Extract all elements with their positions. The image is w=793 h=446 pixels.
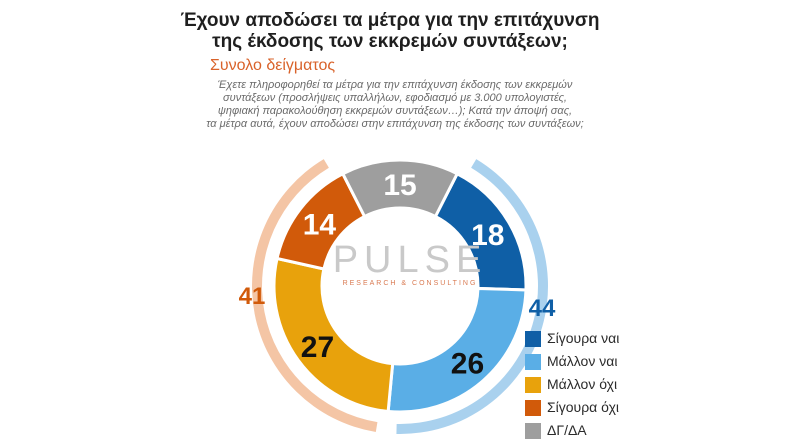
question-line-3: ψηφιακή παρακολούθηση εκκρεμών συντάξεων… [217,105,573,117]
title-line-1: Έχουν αποδώσει τα μέτρα για την επιτάχυν… [180,10,600,31]
legend-swatch [525,377,541,393]
donut-segment [386,286,528,414]
question-text: Έχετε πληροφορηθεί τα μέτρα για την επιτ… [190,79,600,131]
legend-swatch [525,423,541,439]
legend-swatch [525,331,541,347]
chart-subtitle: Συνολο δείγματος [210,57,336,74]
segment-value-label: 14 [303,208,337,241]
legend-label: ΔΓ/ΔΑ [547,422,587,438]
title-line-2: της έκδοσης των εκκρεμών συντάξεων; [212,31,568,52]
legend-label: Σίγουρα όχι [547,399,620,415]
legend-label: Μάλλον όχι [547,376,618,392]
legend-swatch [525,400,541,416]
logo-sub-text: RESEARCH & CONSULTING [342,280,478,287]
question-line-4: τα μέτρα αυτά, έχουν αποδώσει στην επιτά… [206,118,584,130]
group-value-label: 41 [239,283,266,310]
legend-swatch [525,354,541,370]
chart-title: Έχουν αποδώσει τα μέτρα για την επιτάχυν… [180,10,600,52]
legend-label: Μάλλον ναι [547,353,618,369]
donut-segment [340,158,460,219]
segment-value-label: 26 [451,348,484,381]
segment-value-label: 27 [301,331,334,364]
group-ring-2 [252,159,378,433]
donut-segment [272,256,395,414]
pulse-logo: PULSE RESEARCH & CONSULTING [330,240,490,287]
group-value-label: 44 [529,295,556,322]
question-line-1: Έχετε πληροφορηθεί τα μέτρα για την επιτ… [217,79,573,91]
segment-value-label: 15 [383,169,416,202]
segment-value-label: 18 [471,219,504,252]
logo-main-text: PULSE [332,239,488,281]
legend-label: Σίγουρα ναι [547,330,620,346]
question-line-2: συντάξεων (προσλήψεις υπαλλήλων, εφοδιασ… [223,92,567,104]
